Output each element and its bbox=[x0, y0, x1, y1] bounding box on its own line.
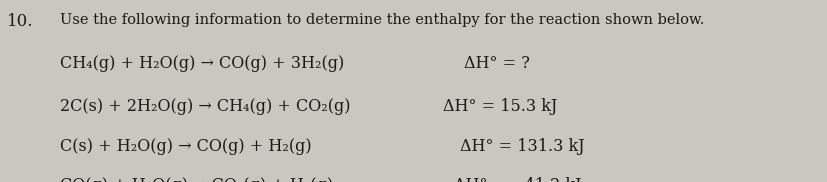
Text: CH₄(g) + H₂O(g) → CO(g) + 3H₂(g): CH₄(g) + H₂O(g) → CO(g) + 3H₂(g) bbox=[60, 55, 343, 72]
Text: ΔH° = −41.2 kJ: ΔH° = −41.2 kJ bbox=[453, 177, 581, 182]
Text: 2C(s) + 2H₂O(g) → CH₄(g) + CO₂(g): 2C(s) + 2H₂O(g) → CH₄(g) + CO₂(g) bbox=[60, 98, 350, 115]
Text: ΔH° = 15.3 kJ: ΔH° = 15.3 kJ bbox=[442, 98, 557, 115]
Text: ΔH° = ?: ΔH° = ? bbox=[463, 55, 529, 72]
Text: CO(g) + H₂O(g) → CO₂(g) + H₂(g): CO(g) + H₂O(g) → CO₂(g) + H₂(g) bbox=[60, 177, 332, 182]
Text: C(s) + H₂O(g) → CO(g) + H₂(g): C(s) + H₂O(g) → CO(g) + H₂(g) bbox=[60, 138, 311, 155]
Text: ΔH° = 131.3 kJ: ΔH° = 131.3 kJ bbox=[459, 138, 584, 155]
Text: 10.: 10. bbox=[7, 13, 33, 30]
Text: Use the following information to determine the enthalpy for the reaction shown b: Use the following information to determi… bbox=[60, 13, 703, 27]
